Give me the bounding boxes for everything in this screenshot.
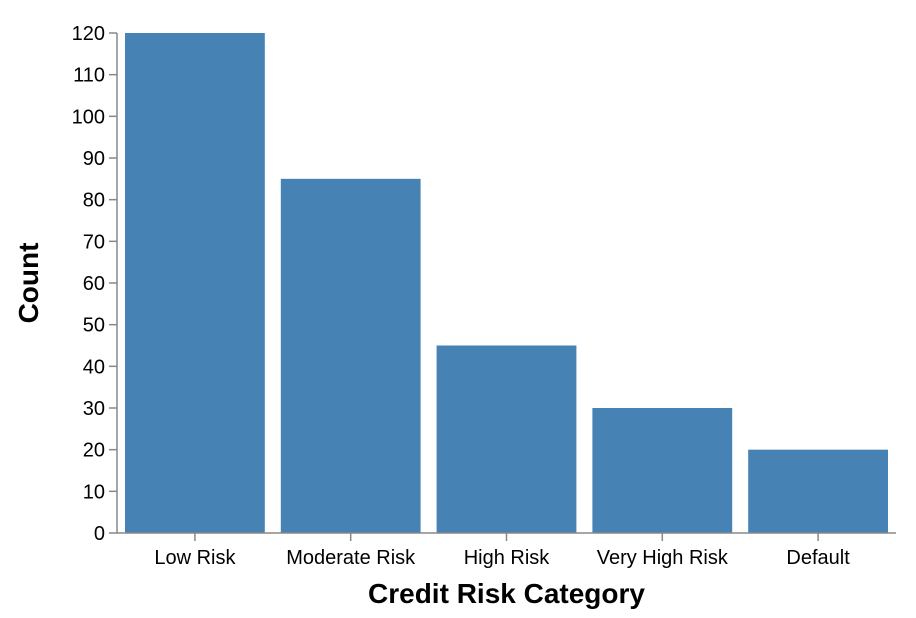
y-tick-label: 30 — [83, 398, 105, 420]
x-tick-label: Moderate Risk — [286, 547, 416, 569]
bar-very-high-risk — [592, 408, 733, 533]
x-axis-title: Credit Risk Category — [368, 578, 645, 609]
y-tick-label: 40 — [83, 356, 105, 378]
bar-low-risk — [125, 33, 265, 533]
x-tick-label: Default — [786, 547, 850, 569]
bar-high-risk — [436, 345, 577, 533]
y-axis-title: Count — [13, 243, 44, 324]
x-axis: Low Risk Moderate Risk High Risk Very High … — [117, 532, 896, 569]
y-tick-label: 120 — [72, 23, 105, 45]
y-tick-label: 20 — [83, 440, 105, 462]
y-axis: 0 10 20 30 40 50 60 70 80 90 100 110 120 — [72, 23, 118, 545]
bar-default — [748, 449, 888, 533]
y-tick-label: 0 — [94, 523, 105, 545]
y-tick-label: 60 — [83, 273, 105, 295]
y-tick-label: 50 — [83, 315, 105, 337]
y-tick-label: 10 — [83, 481, 105, 503]
y-tick-label: 100 — [72, 106, 105, 128]
y-tick-label: 90 — [83, 148, 105, 170]
y-tick-label: 110 — [73, 65, 105, 87]
y-tick-label: 70 — [83, 231, 105, 253]
x-tick-label: High Risk — [464, 547, 551, 569]
x-tick-label: Low Risk — [154, 547, 236, 569]
bars-group — [125, 33, 888, 534]
y-tick-label: 80 — [83, 190, 105, 212]
bar-moderate-risk — [280, 178, 421, 534]
x-tick-label: Very High Risk — [597, 547, 729, 569]
